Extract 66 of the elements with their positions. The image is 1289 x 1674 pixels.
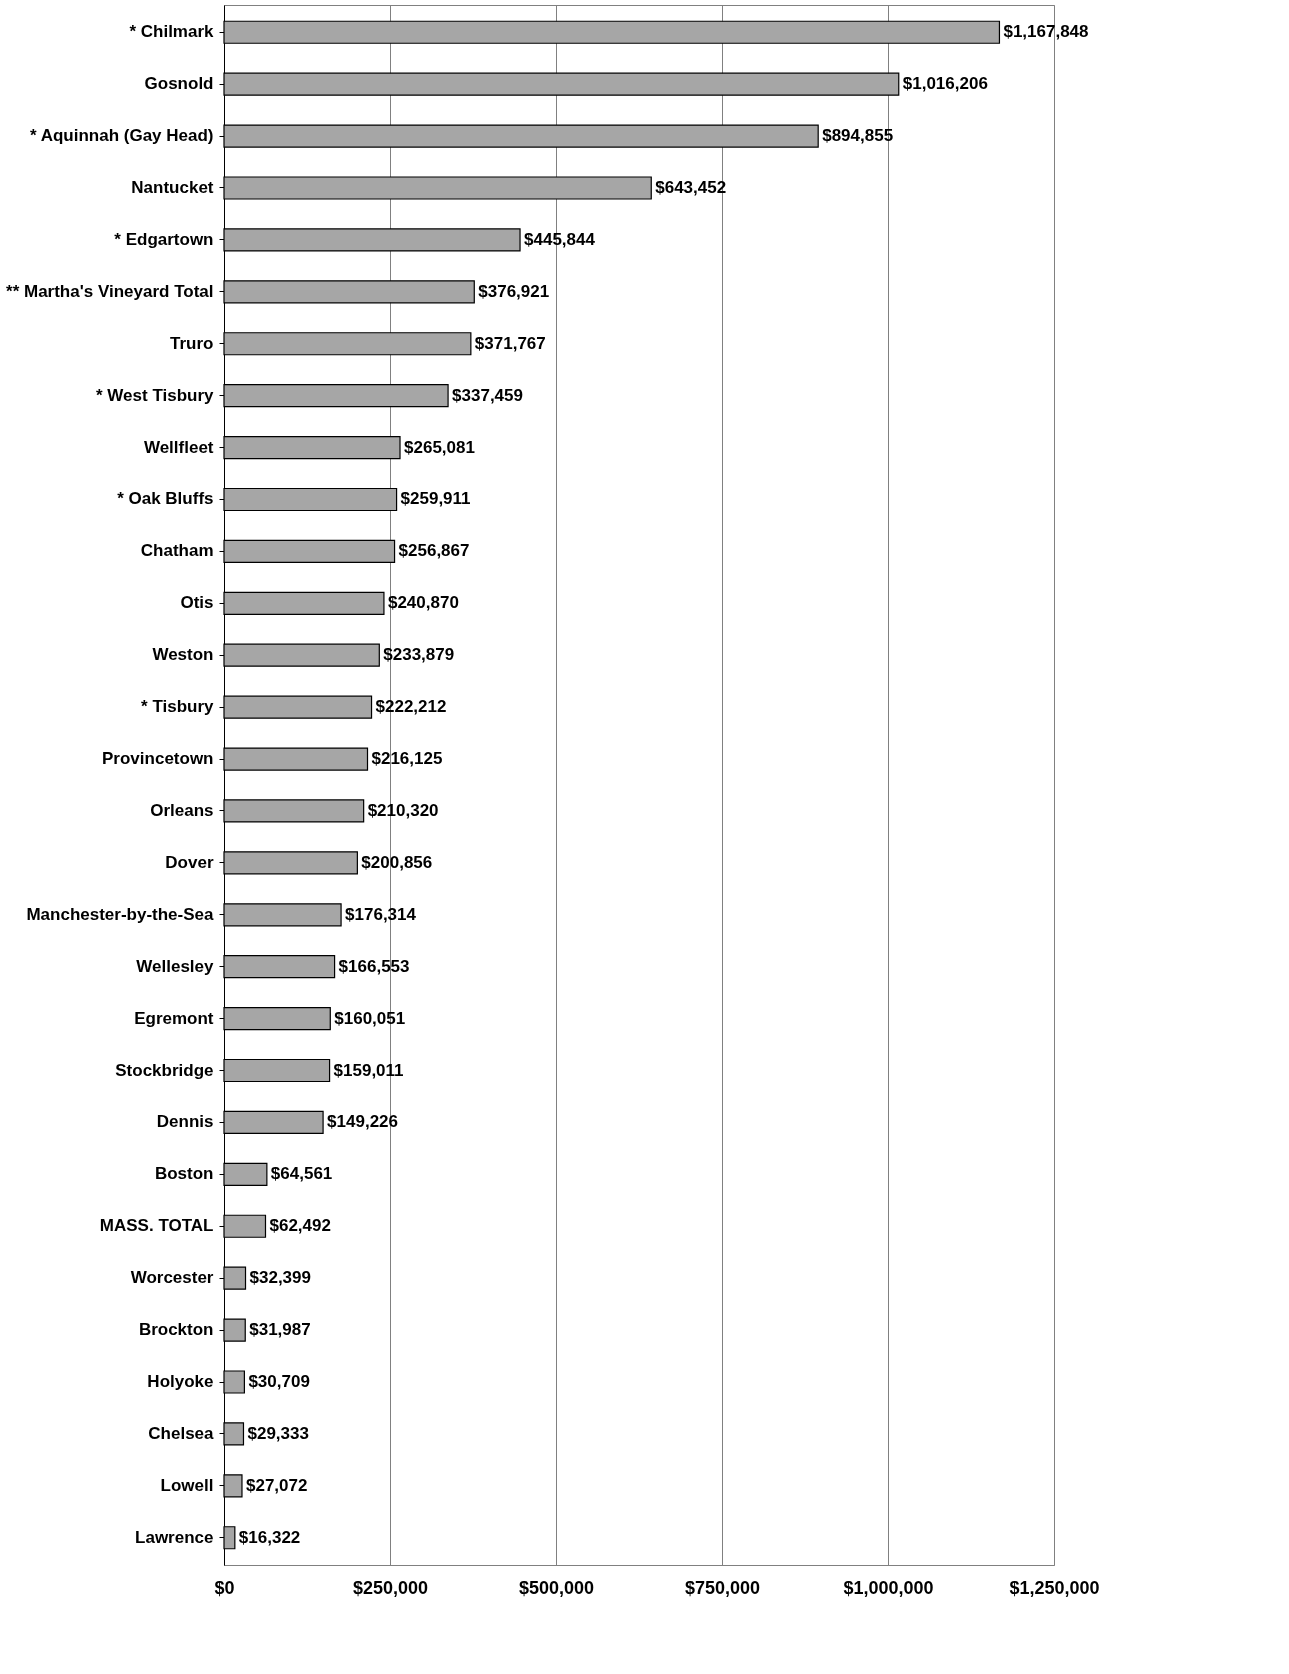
data-label: $445,844 xyxy=(524,229,596,249)
data-label: $371,767 xyxy=(474,333,546,353)
y-tick-label: * West Tisbury xyxy=(96,385,215,405)
data-label: $894,855 xyxy=(822,126,894,146)
y-tick-label: Brockton xyxy=(138,1320,214,1340)
y-tick-label: Wellfleet xyxy=(143,437,214,457)
x-tick-label: $750,000 xyxy=(684,1577,761,1598)
data-label: $259,911 xyxy=(400,489,471,509)
data-label: $16,322 xyxy=(238,1527,301,1547)
y-tick-label: Otis xyxy=(180,593,214,613)
data-label: $265,081 xyxy=(404,437,475,457)
data-label: $233,879 xyxy=(383,645,455,665)
y-tick-label: Boston xyxy=(154,1164,214,1184)
data-label: $1,167,848 xyxy=(1003,22,1089,42)
data-label: $159,011 xyxy=(333,1060,404,1080)
data-label: $643,452 xyxy=(655,178,727,197)
y-tick-label: Truro xyxy=(170,333,214,353)
x-tick-label: $0 xyxy=(214,1577,235,1598)
y-tick-label: Worcester xyxy=(130,1268,214,1288)
y-tick-label: Dennis xyxy=(156,1112,214,1132)
y-tick-label: * Tisbury xyxy=(141,697,215,717)
data-label: $31,987 xyxy=(249,1320,311,1340)
y-tick-label: Lowell xyxy=(160,1475,214,1495)
data-label: $29,333 xyxy=(247,1423,309,1443)
data-label: $176,314 xyxy=(345,904,417,924)
x-tick-label: $1,000,000 xyxy=(843,1577,934,1598)
data-label: $62,492 xyxy=(269,1216,331,1236)
data-label: $64,561 xyxy=(270,1164,333,1184)
data-label: $240,870 xyxy=(387,593,459,613)
y-tick-label: Chatham xyxy=(140,541,214,561)
data-label: $30,709 xyxy=(248,1372,310,1392)
data-label: $376,921 xyxy=(478,281,550,301)
y-tick-label: MASS. TOTAL xyxy=(99,1216,214,1236)
y-tick-label: Weston xyxy=(152,645,214,665)
data-label: $149,226 xyxy=(327,1112,398,1132)
data-label: $337,459 xyxy=(452,385,523,405)
y-tick-label: Nantucket xyxy=(131,178,214,197)
x-tick-label: $250,000 xyxy=(352,1577,429,1598)
y-tick-label: Chelsea xyxy=(148,1423,215,1443)
y-tick-label: * Aquinnah (Gay Head) xyxy=(29,126,214,146)
data-label: $210,320 xyxy=(367,800,439,820)
y-tick-label: Gosnold xyxy=(144,74,214,94)
x-tick-label: $500,000 xyxy=(518,1577,595,1598)
y-tick-label: Wellesley xyxy=(136,956,215,976)
x-tick-label: $1,250,000 xyxy=(1009,1577,1100,1598)
y-tick-label: Dover xyxy=(165,852,214,872)
y-tick-label: Egremont xyxy=(134,1008,214,1028)
y-tick-label: Provincetown xyxy=(102,749,214,769)
data-label: $256,867 xyxy=(398,541,470,561)
data-label: $200,856 xyxy=(361,852,433,872)
data-label: $166,553 xyxy=(338,956,410,976)
data-label: $222,212 xyxy=(375,697,447,717)
data-label: $216,125 xyxy=(371,749,443,769)
y-tick-label: ** Martha's Vineyard Total xyxy=(6,281,214,301)
y-tick-label: * Chilmark xyxy=(129,22,215,42)
data-label: $1,016,206 xyxy=(902,74,988,94)
data-label: $27,072 xyxy=(245,1475,308,1495)
y-tick-label: Holyoke xyxy=(147,1372,214,1392)
y-tick-label: * Edgartown xyxy=(114,229,214,249)
y-tick-label: Manchester-by-the-Sea xyxy=(26,904,215,924)
data-label: $32,399 xyxy=(249,1268,311,1288)
y-tick-label: Lawrence xyxy=(135,1527,214,1547)
y-tick-label: Stockbridge xyxy=(115,1060,214,1080)
y-tick-label: Orleans xyxy=(150,800,214,820)
y-tick-label: * Oak Bluffs xyxy=(117,489,214,509)
data-label: $160,051 xyxy=(334,1008,406,1028)
